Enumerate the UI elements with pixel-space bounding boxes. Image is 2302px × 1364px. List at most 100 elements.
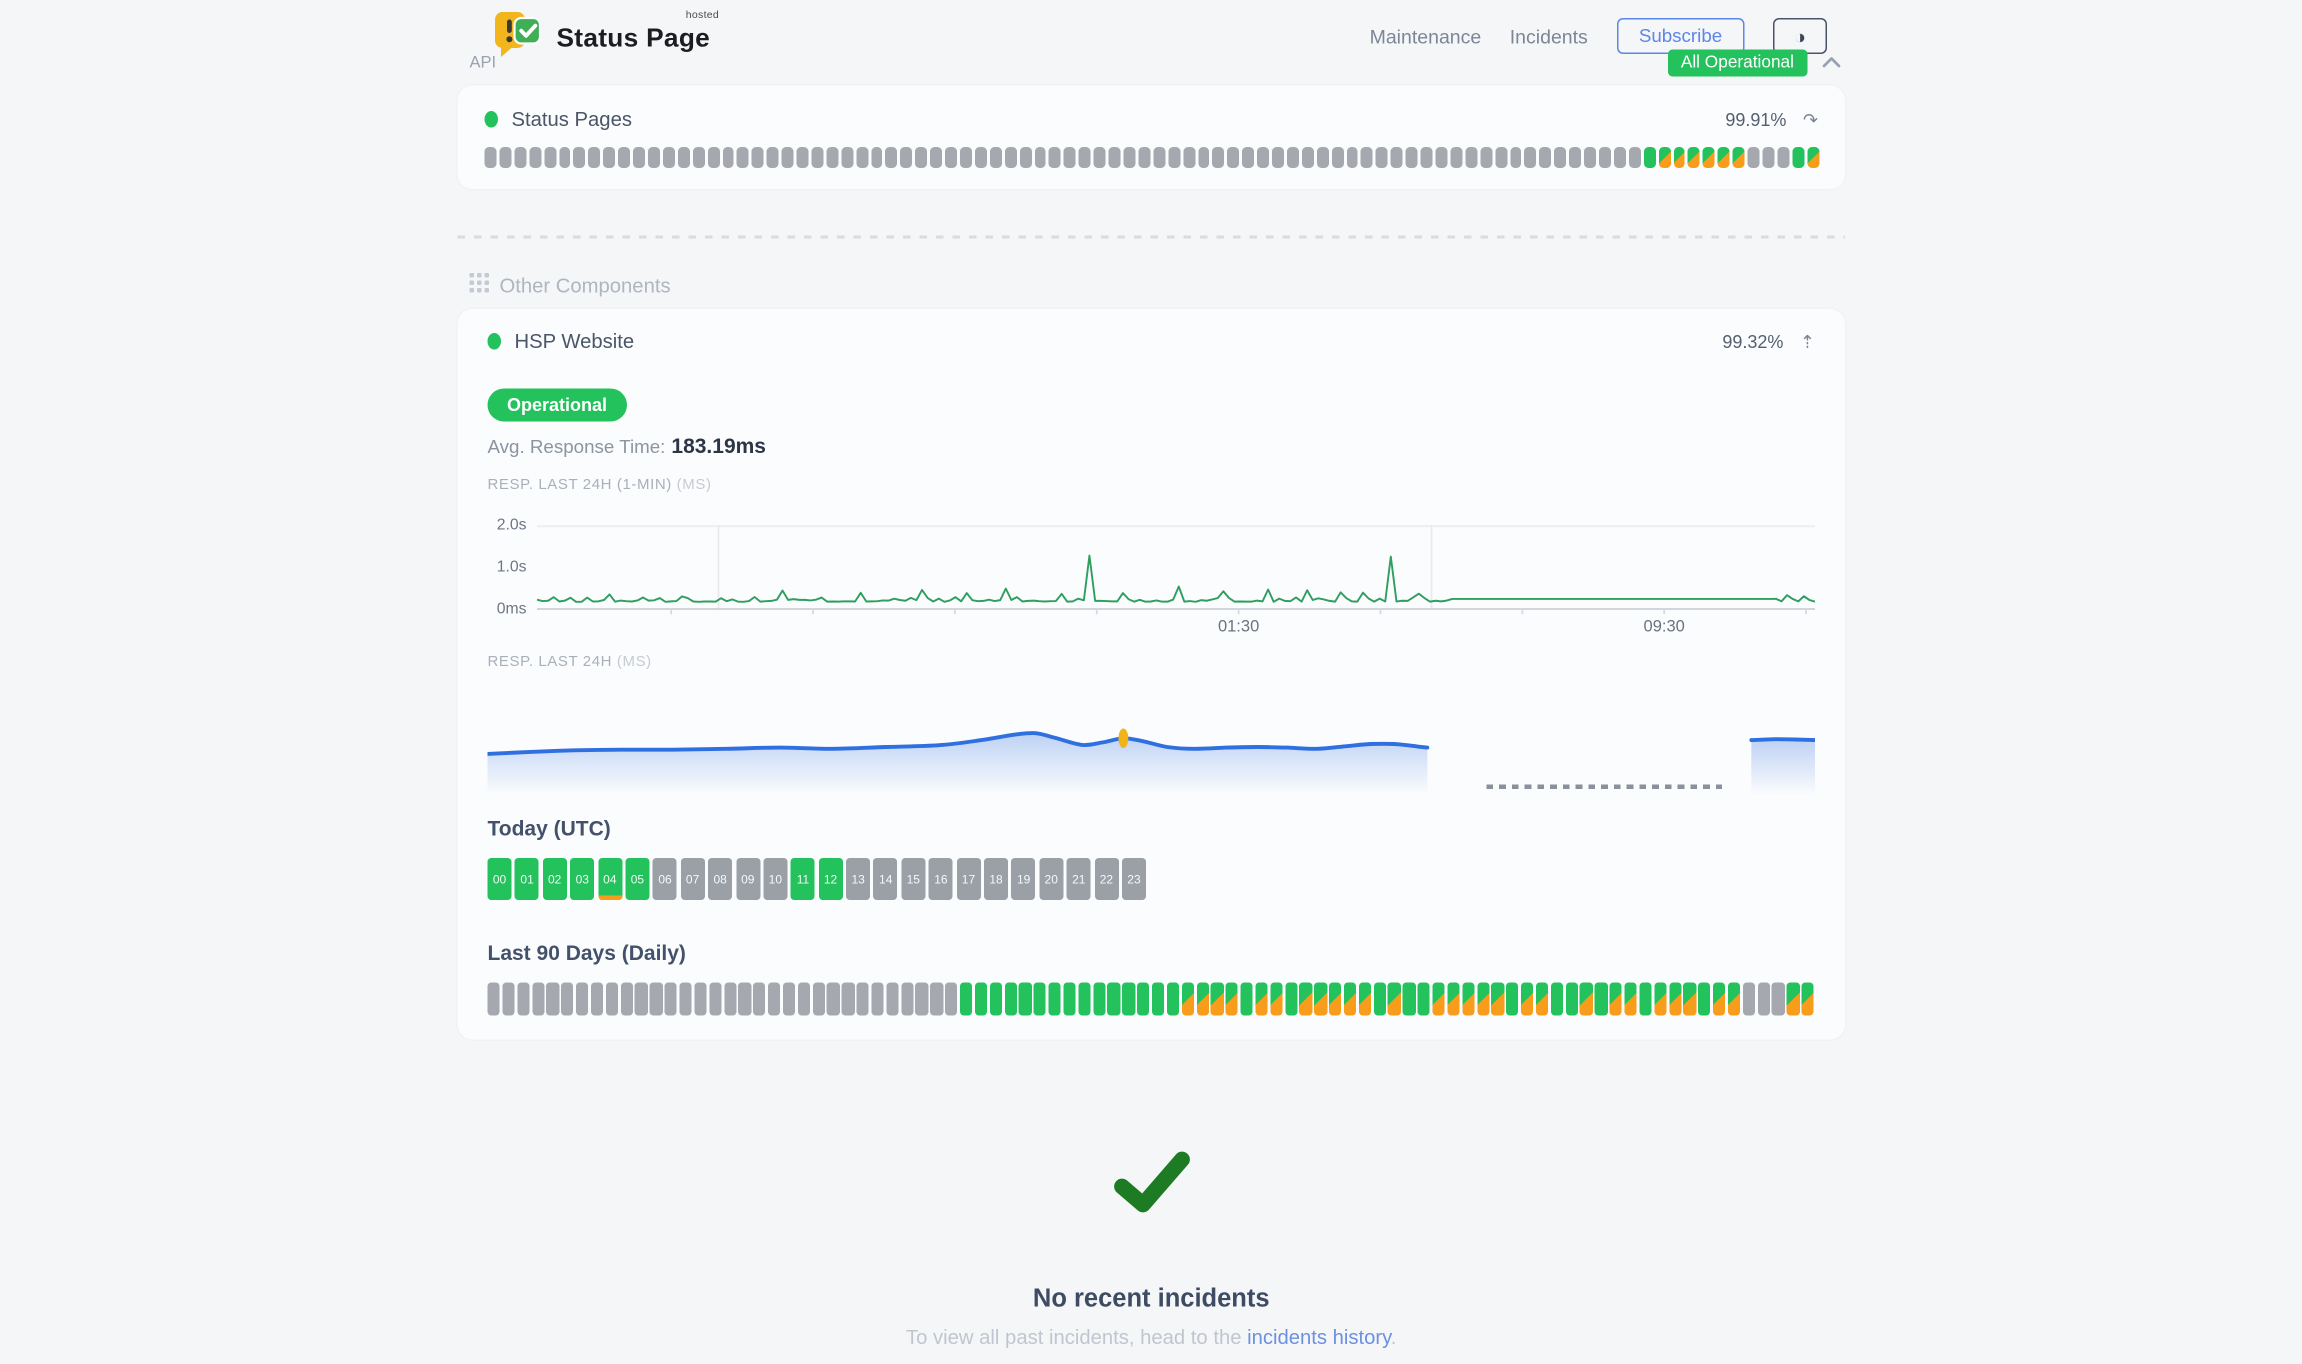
daily-uptime-bar[interactable]	[1019, 982, 1032, 1016]
history-icon[interactable]: ↷	[1802, 108, 1818, 130]
uptime-bar[interactable]	[1792, 147, 1804, 168]
uptime-bar[interactable]	[1806, 147, 1819, 168]
uptime-bar[interactable]	[1331, 147, 1344, 168]
uptime-bar[interactable]	[1212, 147, 1225, 168]
daily-uptime-bar[interactable]	[989, 982, 1002, 1016]
daily-uptime-bar[interactable]	[708, 982, 722, 1016]
daily-uptime-bar[interactable]	[1432, 982, 1445, 1016]
daily-uptime-bar[interactable]	[1299, 982, 1312, 1016]
daily-uptime-bar[interactable]	[1801, 982, 1815, 1016]
daily-uptime-bar[interactable]	[1713, 982, 1726, 1016]
uptime-bar[interactable]	[1494, 147, 1507, 168]
uptime-bar[interactable]	[618, 147, 631, 168]
daily-uptime-bar[interactable]	[886, 982, 899, 1016]
daily-uptime-bar[interactable]	[1388, 982, 1401, 1016]
hour-block-21[interactable]: 21	[1066, 858, 1091, 900]
daily-uptime-bar[interactable]	[1048, 982, 1061, 1016]
hour-block-20[interactable]: 20	[1039, 858, 1064, 900]
uptime-bar[interactable]	[766, 147, 779, 168]
daily-uptime-bar[interactable]	[1772, 982, 1785, 1016]
daily-uptime-bar[interactable]	[1166, 982, 1180, 1016]
uptime-bar[interactable]	[1732, 147, 1745, 168]
daily-uptime-bar[interactable]	[1580, 982, 1593, 1016]
uptime-bar[interactable]	[1405, 147, 1418, 168]
hour-block-17[interactable]: 17	[956, 858, 981, 900]
uptime-bar[interactable]	[960, 147, 972, 168]
daily-uptime-bar[interactable]	[1270, 982, 1283, 1016]
uptime-bar[interactable]	[1153, 147, 1166, 168]
daily-uptime-bar[interactable]	[1225, 982, 1239, 1016]
hour-block-04[interactable]: 04	[597, 858, 622, 900]
daily-uptime-bar[interactable]	[1609, 982, 1623, 1016]
daily-uptime-bar[interactable]	[1786, 982, 1800, 1016]
daily-uptime-bar[interactable]	[1624, 982, 1637, 1016]
uptime-bar[interactable]	[1747, 147, 1760, 168]
uptime-bar[interactable]	[781, 147, 794, 168]
daily-uptime-bar[interactable]	[679, 982, 692, 1016]
uptime-bar[interactable]	[1613, 147, 1626, 168]
uptime-bar[interactable]	[1554, 147, 1567, 168]
daily-uptime-bar[interactable]	[546, 982, 559, 1016]
uptime-bar[interactable]	[1182, 147, 1195, 168]
daily-uptime-bar[interactable]	[1698, 982, 1711, 1016]
daily-uptime-bar[interactable]	[900, 982, 914, 1016]
daily-uptime-bar[interactable]	[841, 982, 855, 1016]
hour-block-16[interactable]: 16	[928, 858, 953, 900]
uptime-bar[interactable]	[1539, 147, 1552, 168]
uptime-bar[interactable]	[1390, 147, 1403, 168]
daily-uptime-bar[interactable]	[871, 982, 884, 1016]
hour-block-14[interactable]: 14	[873, 858, 898, 900]
daily-uptime-bar[interactable]	[1107, 982, 1121, 1016]
daily-uptime-bar[interactable]	[1521, 982, 1534, 1016]
uptime-bar[interactable]	[945, 147, 957, 168]
uptime-bar[interactable]	[1361, 147, 1374, 168]
uptime-bar[interactable]	[974, 147, 987, 168]
daily-uptime-bar[interactable]	[1550, 982, 1563, 1016]
hour-block-23[interactable]: 23	[1121, 858, 1146, 900]
daily-uptime-bar[interactable]	[1196, 982, 1209, 1016]
uptime-bar[interactable]	[484, 147, 497, 168]
uptime-bar[interactable]	[692, 147, 705, 168]
uptime-bar[interactable]	[603, 147, 616, 168]
daily-uptime-bar[interactable]	[1462, 982, 1475, 1016]
daily-uptime-bar[interactable]	[1668, 982, 1682, 1016]
uptime-bar[interactable]	[1286, 147, 1299, 168]
daily-uptime-bar[interactable]	[620, 982, 633, 1016]
uptime-bar[interactable]	[1717, 147, 1730, 168]
uptime-bar[interactable]	[662, 147, 675, 168]
uptime-bar[interactable]	[1064, 147, 1076, 168]
uptime-bar[interactable]	[1138, 147, 1151, 168]
daily-uptime-bar[interactable]	[1683, 982, 1696, 1016]
uptime-bar[interactable]	[855, 147, 868, 168]
hour-block-00[interactable]: 00	[487, 858, 512, 900]
hour-block-09[interactable]: 09	[735, 858, 760, 900]
daily-uptime-bar[interactable]	[531, 982, 545, 1016]
hour-block-06[interactable]: 06	[653, 858, 678, 900]
uptime-bar[interactable]	[514, 147, 527, 168]
hour-block-03[interactable]: 03	[570, 858, 595, 900]
uptime-bar[interactable]	[1673, 147, 1686, 168]
brand-logo[interactable]: Status Page hosted	[491, 11, 719, 67]
daily-uptime-bar[interactable]	[738, 982, 751, 1016]
daily-uptime-bar[interactable]	[1033, 982, 1047, 1016]
uptime-bar[interactable]	[1123, 147, 1136, 168]
daily-uptime-bar[interactable]	[1447, 982, 1460, 1016]
daily-uptime-bar[interactable]	[1565, 982, 1578, 1016]
uptime-bar[interactable]	[1004, 147, 1017, 168]
uptime-bar[interactable]	[1376, 147, 1388, 168]
uptime-bar[interactable]	[930, 147, 943, 168]
daily-uptime-bar[interactable]	[635, 982, 648, 1016]
daily-uptime-bar[interactable]	[1373, 982, 1386, 1016]
daily-uptime-bar[interactable]	[797, 982, 810, 1016]
daily-uptime-bar[interactable]	[576, 982, 589, 1016]
daily-uptime-bar[interactable]	[812, 982, 825, 1016]
uptime-bar[interactable]	[647, 147, 660, 168]
nav-incidents[interactable]: Incidents	[1509, 24, 1588, 48]
hour-block-11[interactable]: 11	[790, 858, 815, 900]
uptime-bar[interactable]	[1762, 147, 1775, 168]
uptime-bar[interactable]	[722, 147, 735, 168]
daily-uptime-bar[interactable]	[561, 982, 574, 1016]
uptime-bar[interactable]	[796, 147, 809, 168]
daily-uptime-bar[interactable]	[1639, 982, 1652, 1016]
daily-uptime-bar[interactable]	[1358, 982, 1372, 1016]
